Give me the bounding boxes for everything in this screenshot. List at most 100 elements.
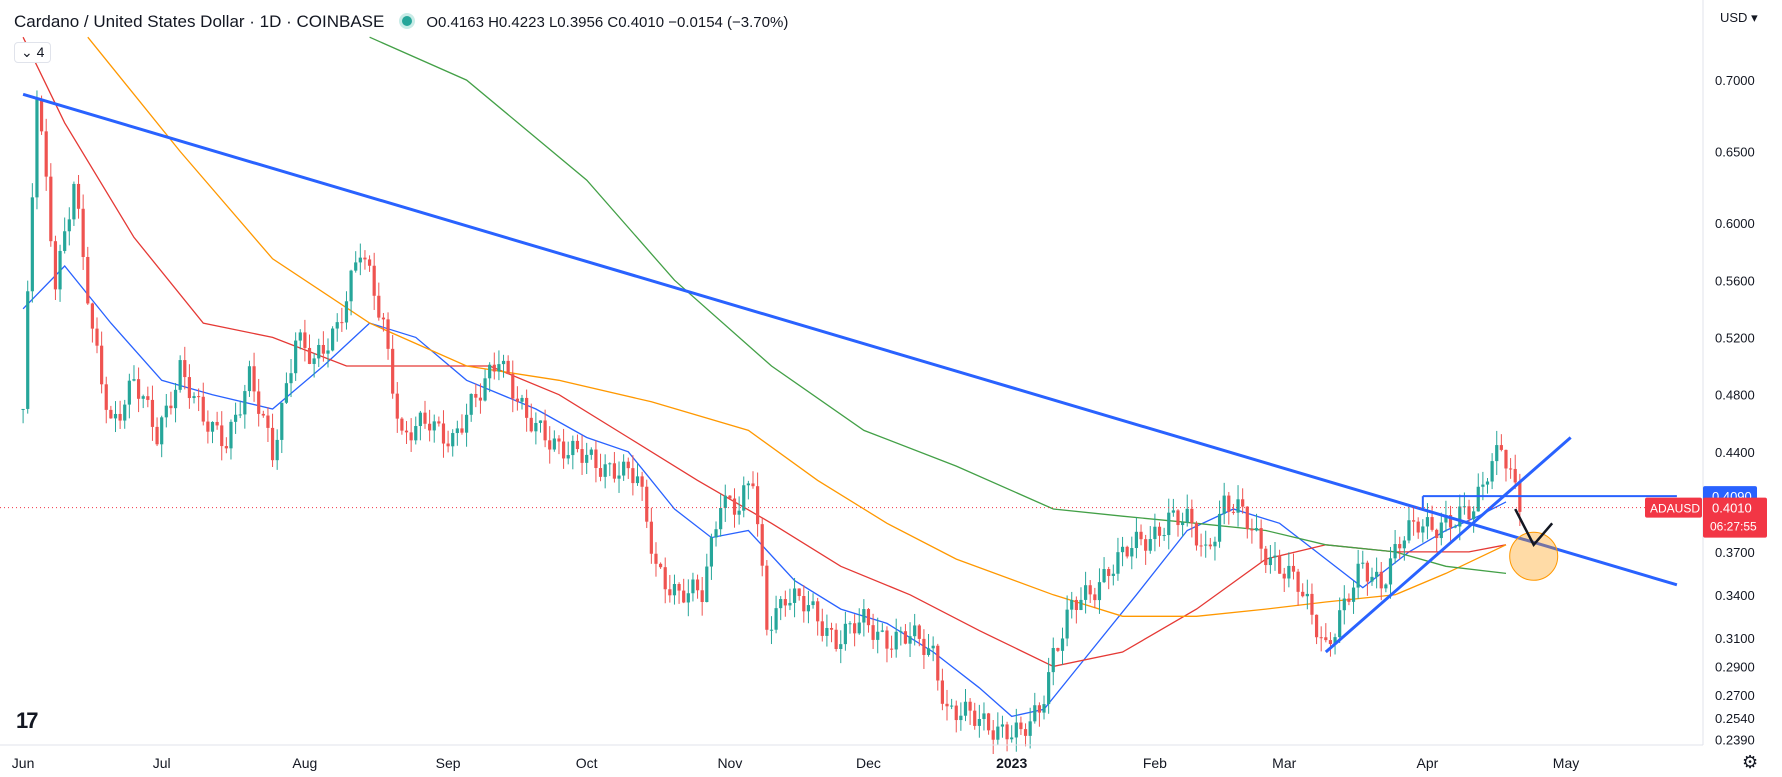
candle-body — [889, 648, 894, 650]
candle-body — [765, 565, 769, 630]
candle-body — [501, 360, 506, 365]
candle — [1421, 519, 1425, 543]
candle — [557, 435, 561, 455]
candle — [922, 629, 926, 669]
candle-body — [575, 440, 580, 450]
candle-body — [1328, 640, 1333, 645]
candle-body — [206, 421, 210, 432]
candle-body — [1485, 481, 1490, 485]
candle — [658, 562, 663, 569]
candle-body — [1028, 721, 1032, 736]
candle — [876, 617, 880, 654]
candle — [155, 417, 159, 447]
candle-body — [1305, 593, 1309, 597]
candle-body — [654, 553, 658, 564]
candle — [1199, 533, 1203, 557]
candle — [756, 472, 760, 537]
chart-header: Cardano / United States Dollar · 1D · CO… — [14, 12, 788, 32]
candle — [986, 712, 991, 735]
candle — [1356, 549, 1360, 599]
candle-body — [118, 413, 122, 421]
candle — [1130, 536, 1134, 570]
candle — [26, 280, 30, 414]
candle — [1458, 494, 1462, 541]
candle — [90, 302, 94, 343]
x-tick-label: Jul — [153, 755, 171, 771]
candle-body — [497, 364, 501, 372]
candle — [1435, 528, 1439, 553]
candle — [1347, 593, 1351, 606]
candle-body — [922, 638, 926, 655]
last-price-label: 0.4010 — [1712, 501, 1752, 516]
candle — [1430, 505, 1434, 532]
candle — [691, 572, 695, 602]
candle-body — [39, 98, 44, 132]
candle-body — [1259, 528, 1263, 549]
candle-body — [488, 364, 492, 379]
candle — [534, 412, 538, 445]
candle — [100, 331, 104, 394]
y-tick-label: 0.5200 — [1715, 330, 1755, 345]
candle — [1495, 430, 1499, 476]
candle — [843, 611, 847, 651]
candle-body — [1495, 445, 1499, 462]
candle-body — [525, 397, 529, 418]
y-tick-label: 0.3700 — [1715, 545, 1755, 560]
candle-body — [344, 301, 349, 323]
candle-body — [1365, 562, 1369, 582]
candle-body — [622, 461, 626, 476]
candle — [1148, 526, 1152, 554]
currency-selector[interactable]: USD ▾ — [1720, 10, 1758, 26]
indicator-collapse-button[interactable]: ⌄ 4 — [14, 42, 52, 63]
candle — [141, 394, 145, 409]
candle-body — [552, 438, 556, 450]
candle-body — [224, 446, 228, 449]
symbol-title[interactable]: Cardano / United States Dollar · 1D · CO… — [14, 12, 385, 31]
candle — [663, 557, 667, 604]
candle — [936, 643, 940, 691]
candle-body — [1421, 526, 1425, 533]
candle — [400, 417, 404, 435]
candle-body — [543, 420, 547, 441]
candle — [719, 493, 723, 537]
candle-body — [1388, 558, 1393, 585]
candle — [973, 702, 977, 730]
candle-body — [404, 430, 409, 433]
candle — [561, 428, 566, 469]
candle-body — [1287, 565, 1291, 579]
candle — [367, 255, 372, 272]
candle-body — [280, 402, 284, 440]
candle-body — [303, 332, 307, 348]
tradingview-logo-icon[interactable]: 17 — [16, 708, 39, 733]
candle-body — [723, 495, 727, 509]
candle — [238, 400, 242, 419]
candle-body — [1435, 529, 1439, 539]
candle-body — [127, 380, 131, 405]
gear-icon[interactable]: ⚙ — [1742, 752, 1759, 772]
candle-body — [977, 719, 981, 726]
candle-body — [1231, 511, 1236, 513]
candle — [363, 250, 367, 270]
candle-body — [626, 461, 630, 469]
candle — [1504, 449, 1508, 482]
candle-body — [1245, 506, 1249, 530]
candle-body — [238, 414, 242, 416]
candle — [1402, 536, 1406, 561]
candle — [552, 430, 556, 452]
candle — [1005, 721, 1009, 752]
target-circle — [1509, 531, 1559, 581]
candle — [1291, 553, 1296, 580]
candle — [645, 479, 649, 529]
candle — [109, 405, 113, 419]
candle-body — [354, 262, 358, 271]
candle-body — [756, 486, 760, 525]
candle-body — [1310, 593, 1314, 615]
candle — [1310, 583, 1314, 625]
candle-body — [289, 373, 293, 384]
candle — [1144, 534, 1148, 565]
candle-body — [215, 421, 219, 426]
x-tick-label: Feb — [1143, 755, 1167, 771]
candle-body — [617, 475, 621, 479]
candle-body — [866, 609, 871, 626]
